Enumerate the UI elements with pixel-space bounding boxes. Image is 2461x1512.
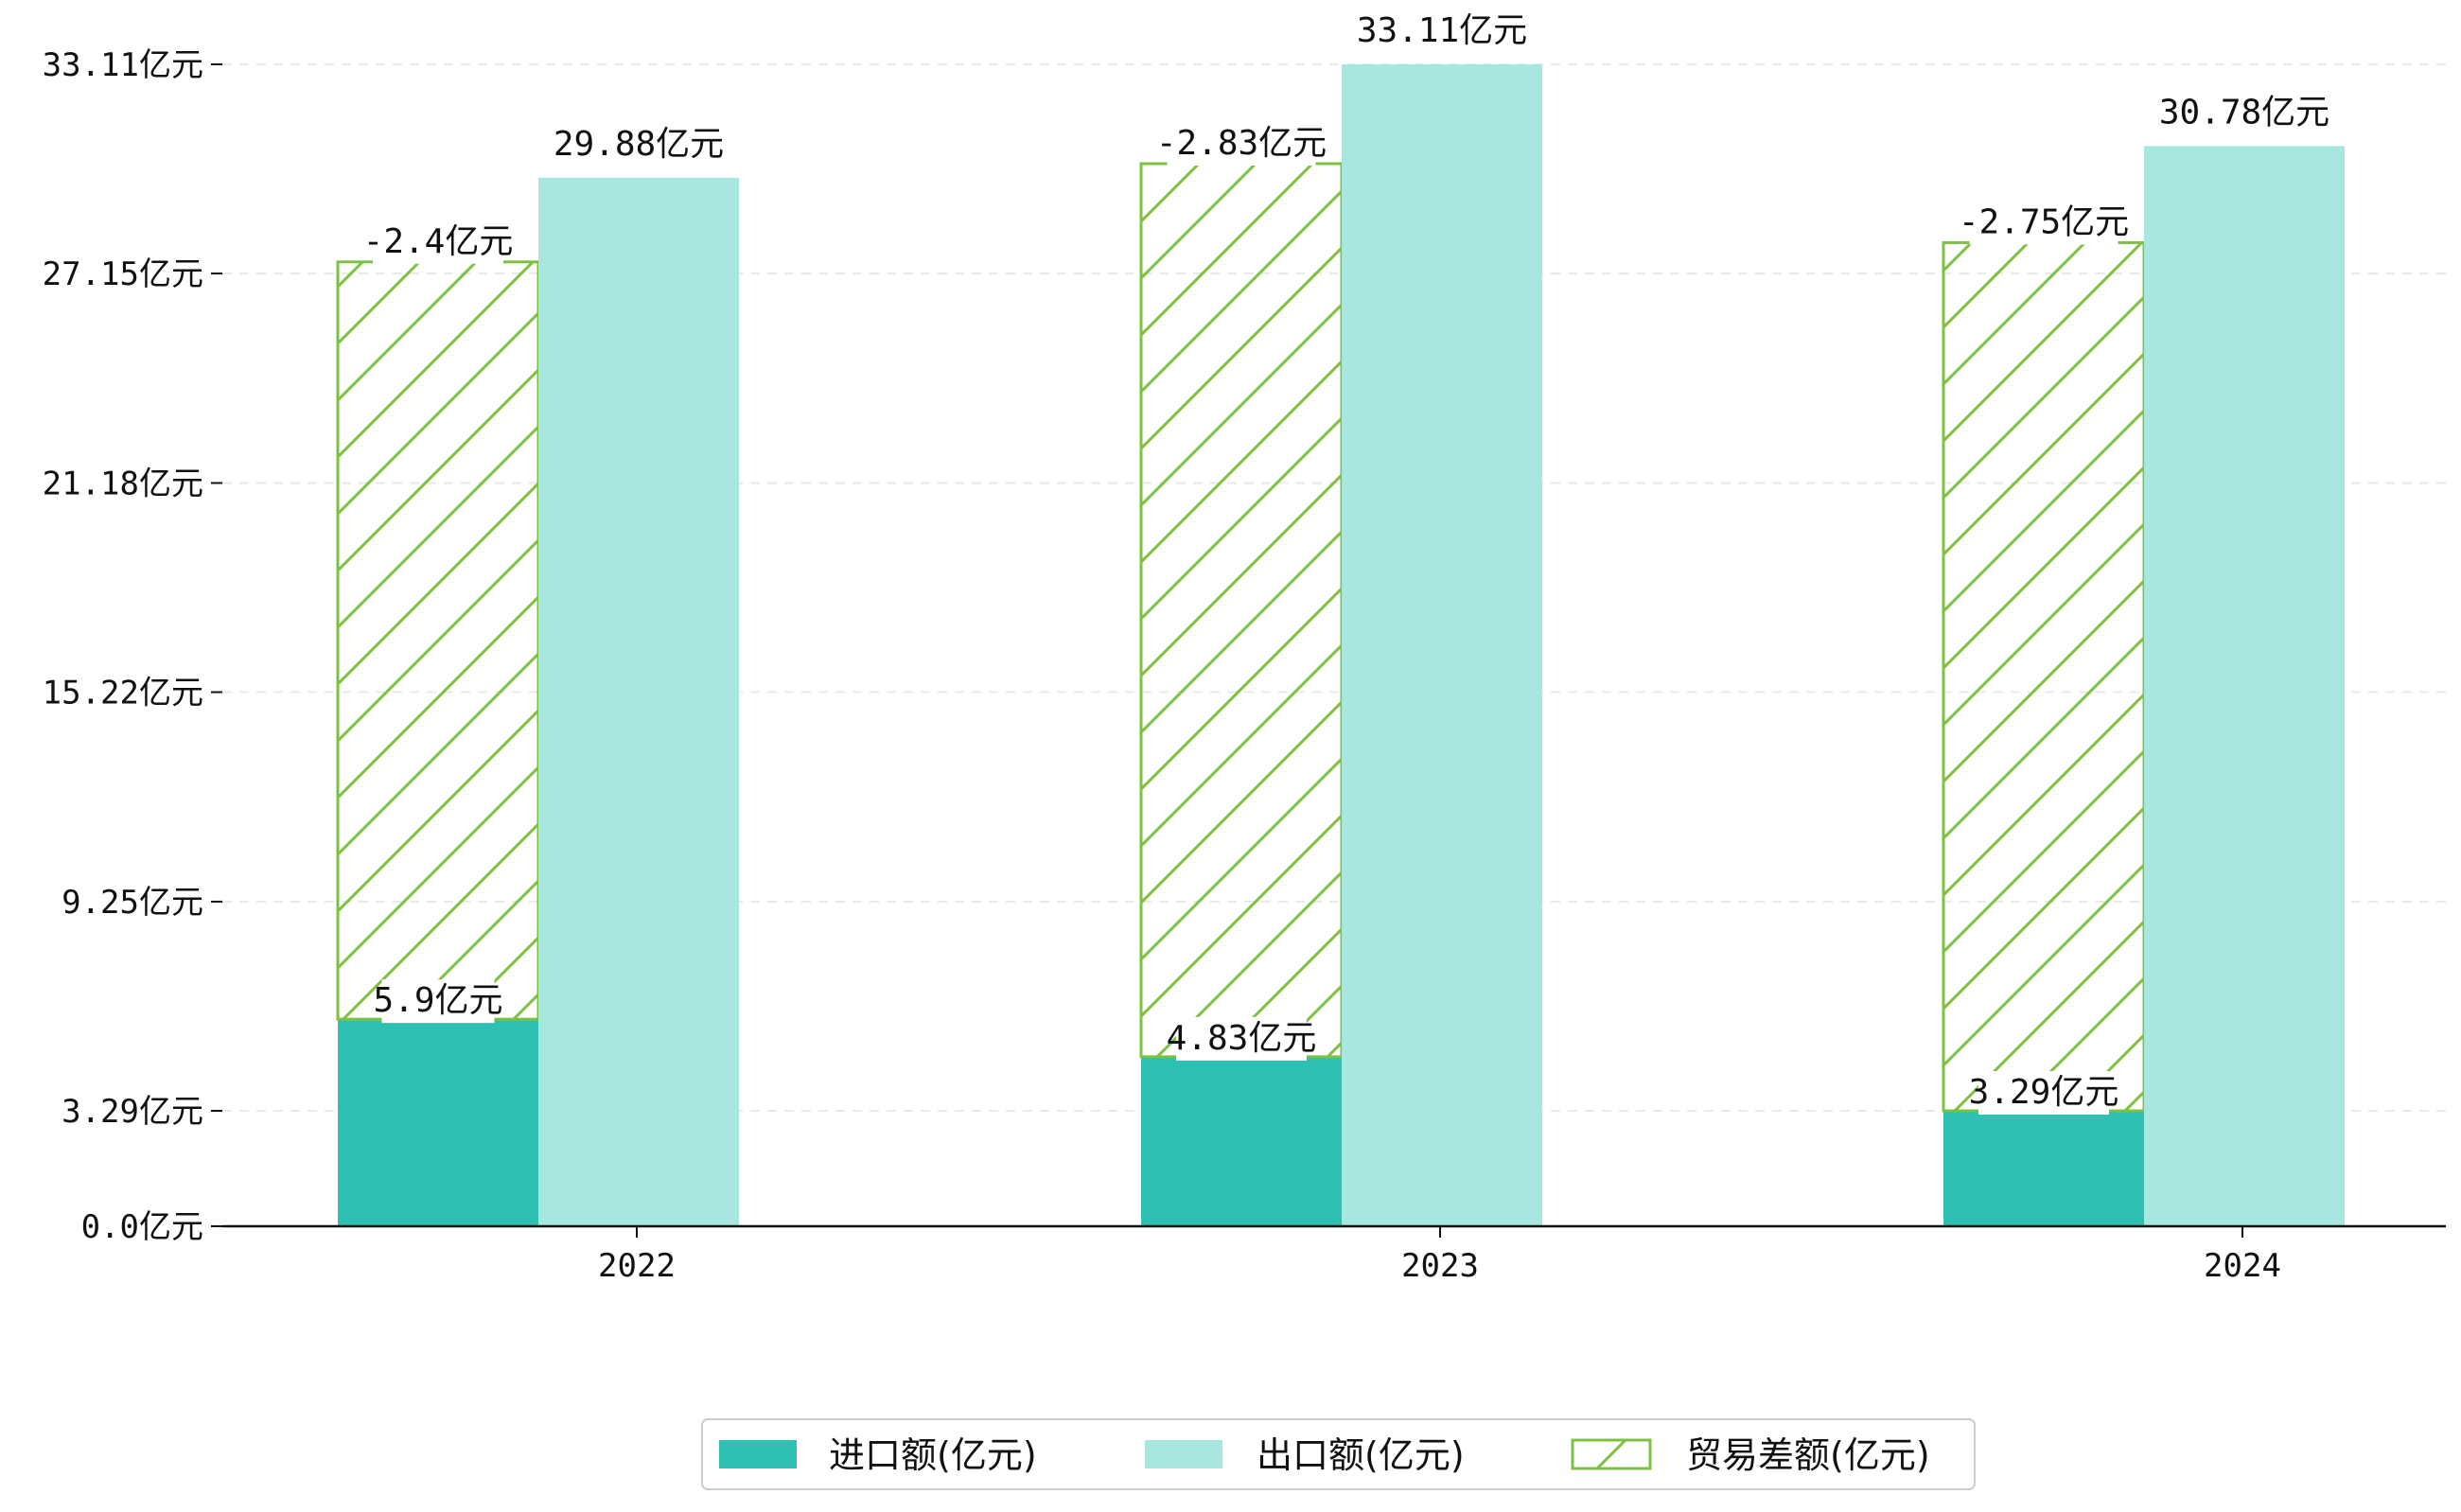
balance-value-label-bg: [373, 220, 503, 264]
legend-swatch-export: [1145, 1440, 1222, 1468]
balance-value-label-bg: [1167, 121, 1316, 166]
legend-label-balance: 贸易差额(亿元): [1686, 1434, 1930, 1476]
bars: [336, 64, 2345, 1227]
export-value-label: 33.11亿元: [1357, 11, 1527, 50]
import-value-label: 5.9亿元: [373, 981, 502, 1020]
y-tick-label: 21.18亿元: [43, 465, 203, 502]
legend-swatch-import: [719, 1440, 797, 1468]
export-value-label: 30.78亿元: [2159, 93, 2329, 132]
y-tick-label: 27.15亿元: [43, 255, 203, 293]
export-value-label: 29.88亿元: [554, 125, 724, 164]
export-value-label-bg: [564, 122, 713, 167]
y-tick-label: 0.0亿元: [81, 1208, 203, 1246]
balance-bar: [1942, 240, 2146, 1113]
legend: 进口额(亿元) 出口额(亿元) 贸易差额(亿元): [701, 1418, 1976, 1490]
balance-value-label-bg: [1969, 201, 2118, 245]
import-value-label: 3.29亿元: [1969, 1073, 2119, 1112]
import-value-label-bg: [1176, 1016, 1307, 1061]
balance-value-label: -2.4亿元: [363, 222, 514, 261]
legend-swatch-balance: [1571, 1438, 1652, 1470]
export-bar: [538, 177, 739, 1226]
axes: 0.0亿元 3.29亿元 9.25亿元 15.22亿元 21.18亿元 27.15亿元 33…: [43, 46, 2446, 1285]
legend-label-export: 出口额(亿元): [1257, 1434, 1465, 1476]
export-value-label-bg: [2170, 91, 2319, 135]
import-bar: [338, 1019, 538, 1226]
balance-value-label: -2.75亿元: [1959, 202, 2129, 241]
y-tick-label: 33.11亿元: [43, 46, 203, 84]
legend-box: [701, 1418, 1976, 1490]
y-tick-label: 15.22亿元: [43, 675, 203, 712]
y-tick-label: 3.29亿元: [62, 1093, 203, 1131]
export-bar: [1342, 64, 1542, 1226]
export-value-label-bg: [1367, 9, 1517, 53]
balance-bar: [336, 260, 540, 1021]
legend-label-import: 进口额(亿元): [829, 1434, 1037, 1476]
x-tick-label: 2022: [598, 1247, 676, 1285]
import-bar: [1141, 1056, 1342, 1226]
x-tick-label: 2023: [1401, 1247, 1479, 1285]
data-labels: 5.9亿元 -2.4亿元 29.88亿元 4.83亿元 -2.83亿元 33.11亿元 3.…: [363, 9, 2329, 1115]
import-bar: [1943, 1110, 2144, 1226]
x-tick-label: 2024: [2204, 1247, 2281, 1285]
import-value-label-bg: [1978, 1070, 2109, 1115]
import-value-label-bg: [381, 979, 495, 1024]
export-bar: [2144, 146, 2345, 1227]
y-tick-label: 9.25亿元: [62, 884, 203, 922]
balance-value-label: -2.83亿元: [1156, 124, 1327, 163]
balance-bar: [1139, 162, 1344, 1059]
import-value-label: 4.83亿元: [1167, 1019, 1317, 1058]
